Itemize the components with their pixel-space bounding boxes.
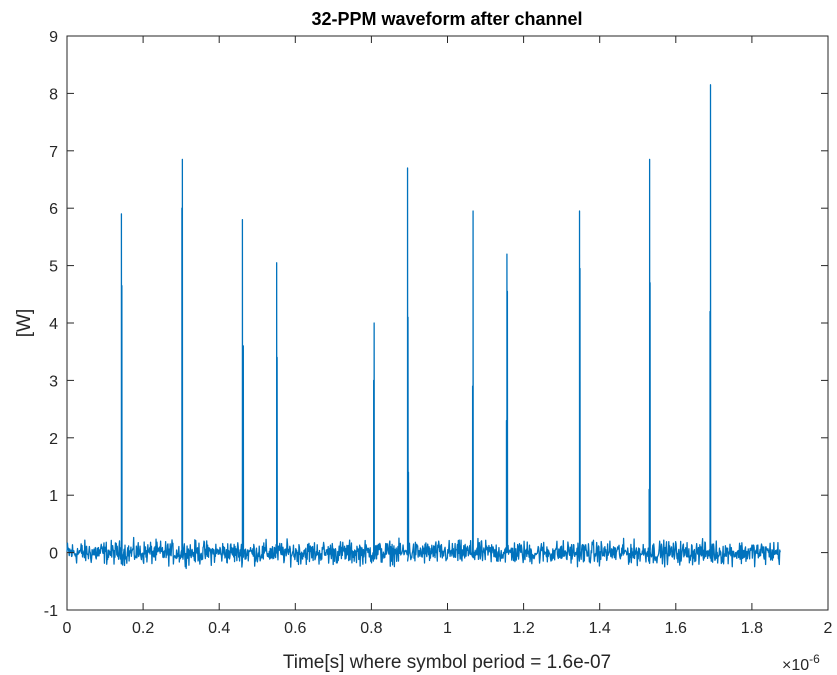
y-tick-label: 0 xyxy=(49,546,58,563)
y-tick-label: 9 xyxy=(49,29,58,46)
y-axis-ticks: -1 0 1 2 3 4 5 6 7 8 9 xyxy=(44,29,828,620)
x-axis-label: Time[s] where symbol period = 1.6e-07 xyxy=(283,652,611,673)
x-axis-exponent-power: -6 xyxy=(809,652,820,666)
y-tick-label: -1 xyxy=(44,603,58,620)
x-tick-label: 1.4 xyxy=(589,620,611,637)
y-tick-label: 7 xyxy=(49,144,58,161)
waveform-line xyxy=(66,84,781,570)
x-tick-label: 1.8 xyxy=(741,620,763,637)
waveform-series xyxy=(66,84,781,570)
y-tick-label: 8 xyxy=(49,86,58,103)
x-tick-label: 2 xyxy=(824,620,833,637)
y-axis-label: [W] xyxy=(14,309,35,338)
x-tick-label: 0 xyxy=(63,620,72,637)
y-tick-label: 4 xyxy=(49,316,58,333)
x-tick-label: 0.8 xyxy=(360,620,382,637)
chart-title: 32-PPM waveform after channel xyxy=(311,9,582,29)
y-tick-label: 5 xyxy=(49,259,58,276)
y-tick-label: 2 xyxy=(49,431,58,448)
y-tick-label: 3 xyxy=(49,373,58,390)
x-tick-label: 1.2 xyxy=(512,620,534,637)
x-axis-exponent-base: ×10 xyxy=(782,657,809,674)
x-tick-label: 0.6 xyxy=(284,620,306,637)
x-tick-label: 1.6 xyxy=(665,620,687,637)
x-tick-label: 0.4 xyxy=(208,620,230,637)
x-tick-label: 1 xyxy=(443,620,452,637)
x-axis-exponent: ×10-6 xyxy=(782,652,820,674)
x-axis-ticks: 0 0.2 0.4 0.6 0.8 1 1.2 1.4 1.6 1.8 2 xyxy=(63,36,833,637)
y-tick-label: 1 xyxy=(49,488,58,505)
y-tick-label: 6 xyxy=(49,201,58,218)
x-tick-label: 0.2 xyxy=(132,620,154,637)
plot-area xyxy=(66,35,829,611)
